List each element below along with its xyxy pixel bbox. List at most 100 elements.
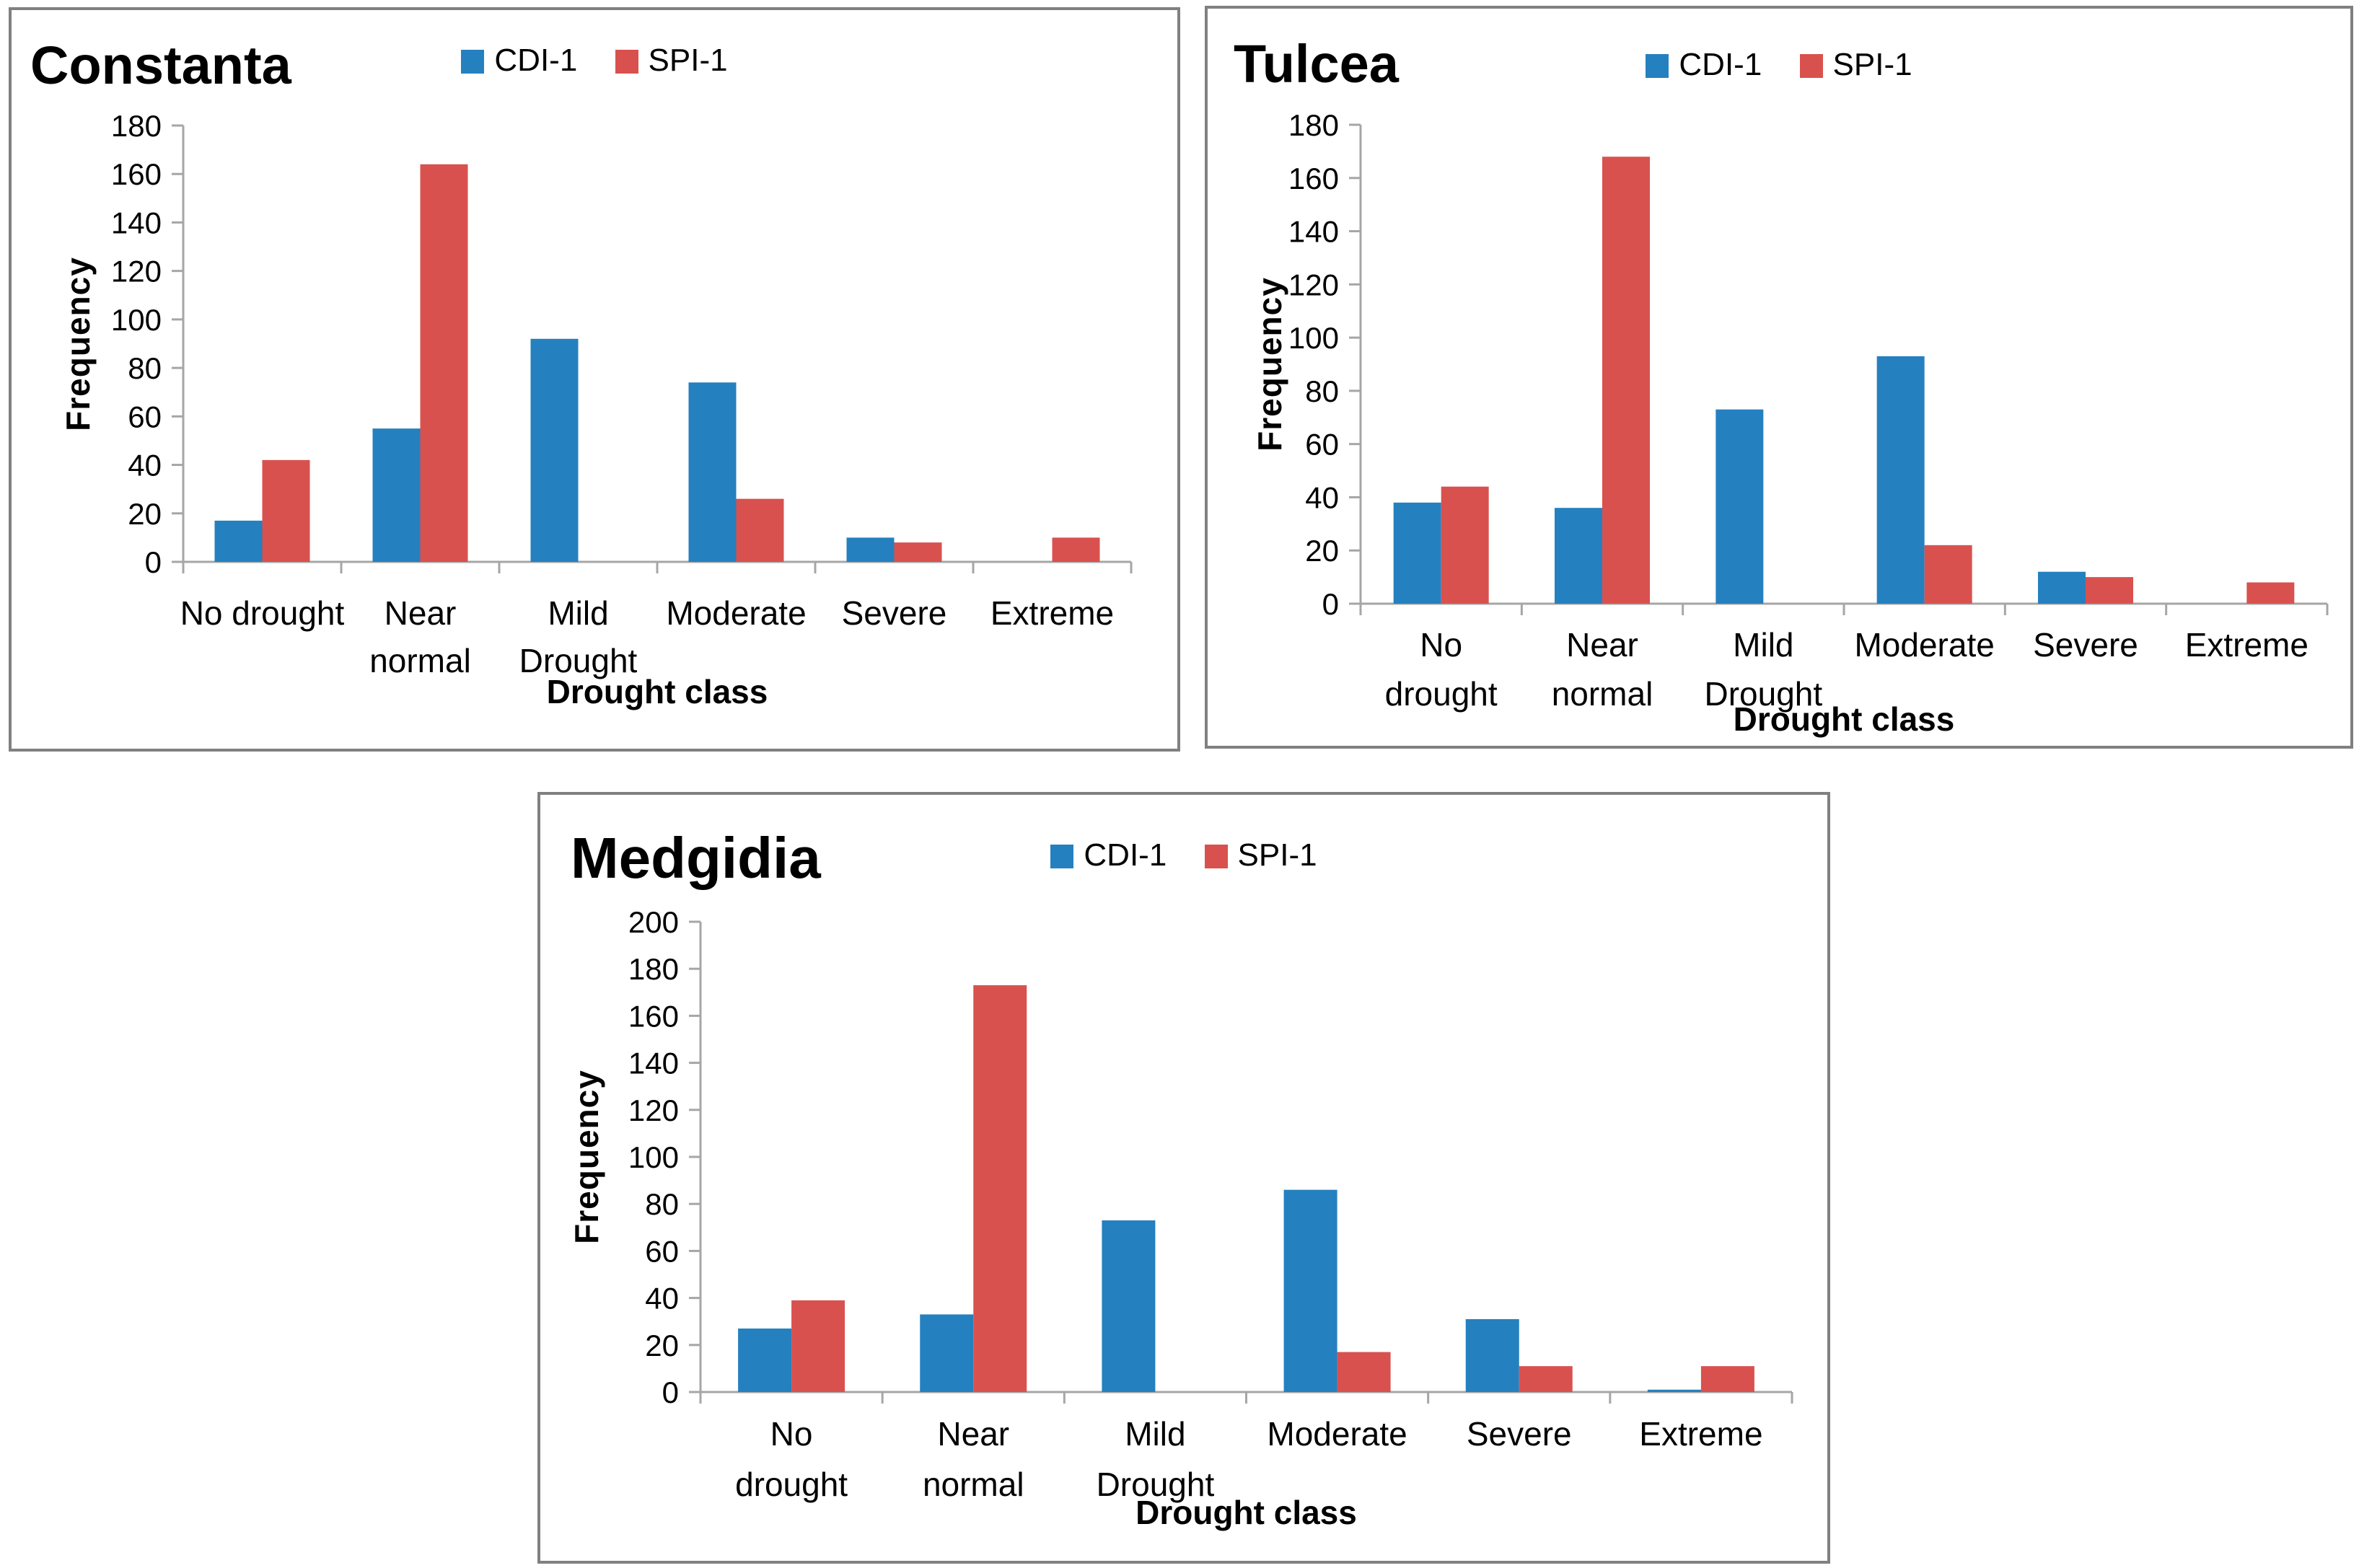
chart-title: Tulcea: [1234, 34, 1399, 94]
y-tick-label: 40: [645, 1282, 679, 1316]
y-tick-label: 160: [628, 999, 679, 1033]
y-tick-label: 20: [128, 497, 162, 531]
legend-swatch-cdi-1: [1050, 845, 1074, 868]
x-axis-title: Drought class: [546, 673, 768, 710]
chart-panel-medgidia: Medgidia CDI-1 SPI-1 Frequency 0 20 40 60 80…: [537, 792, 1830, 1564]
y-tick-label: 120: [628, 1093, 679, 1127]
y-tick-label: 40: [128, 449, 162, 483]
bar-cdi-1-near-normal: [372, 428, 421, 562]
x-category-label: Moderate: [1267, 1415, 1407, 1453]
legend-entry-cdi-1: CDI-1: [1050, 840, 1167, 871]
bar-cdi-1-near-normal: [920, 1314, 974, 1392]
bar-cdi-1-no-drought: [738, 1328, 792, 1392]
y-tick-label: 0: [145, 545, 162, 579]
bar-spi-1-no-drought: [262, 459, 310, 562]
legend-entry-cdi-1: CDI-1: [1646, 49, 1762, 81]
legend-entry-cdi-1: CDI-1: [461, 45, 577, 76]
chart-title: Medgidia: [571, 826, 821, 890]
y-tick-label: 140: [628, 1047, 679, 1080]
x-category-label: Severe: [2033, 626, 2138, 664]
y-tick-label: 120: [111, 255, 162, 289]
bar-spi-1-severe: [894, 542, 942, 562]
bar-cdi-1-no-drought: [214, 520, 263, 562]
y-tick-label: 180: [1288, 108, 1339, 142]
bar-cdi-1-mild-drought: [530, 338, 579, 562]
bar-spi-1-extreme: [1700, 1366, 1754, 1392]
y-tick-label: 80: [1305, 374, 1339, 408]
y-tick-label: 20: [1305, 534, 1339, 568]
chart-panel-constanta: Constanta CDI-1 SPI-1 Frequency 0 20 40 60 8…: [9, 7, 1180, 752]
y-tick-label: 160: [111, 157, 162, 191]
legend-label-cdi-1: CDI-1: [1679, 47, 1762, 82]
bar-cdi-1-moderate: [688, 382, 737, 562]
legend-swatch-spi-1: [615, 50, 638, 74]
y-tick-label: 60: [128, 400, 162, 433]
chart-title: Constanta: [30, 35, 291, 95]
legend: CDI-1 SPI-1: [1208, 49, 2350, 81]
x-category-label: Mild Drought: [1705, 626, 1823, 713]
bar-spi-1-near-normal: [420, 164, 468, 562]
x-axis-title: Drought class: [1135, 1494, 1357, 1531]
y-tick-label: 80: [645, 1187, 679, 1221]
y-tick-label: 100: [628, 1140, 679, 1174]
plot-area: 0 20 40 60 80 100 120 140 160 180 No drought Near no…: [111, 109, 1133, 679]
y-tick-label: 60: [1305, 428, 1339, 462]
y-tick-label: 180: [111, 109, 162, 143]
bar-spi-1-moderate: [1924, 545, 1972, 604]
bar-cdi-1-moderate: [1283, 1189, 1337, 1392]
x-category-label: Mild Drought: [519, 594, 638, 679]
bar-spi-1-moderate: [1337, 1352, 1391, 1392]
x-category-label: No drought: [735, 1415, 848, 1503]
y-tick-label: 80: [128, 351, 162, 385]
y-tick-label: 200: [628, 905, 679, 939]
y-tick-label: 140: [1288, 215, 1339, 249]
bar-spi-1-no-drought: [791, 1300, 845, 1392]
x-category-label: Mild Drought: [1097, 1415, 1215, 1503]
y-tick-label: 100: [111, 303, 162, 337]
x-category-label: Moderate: [666, 594, 806, 632]
bar-cdi-1-severe: [1465, 1318, 1519, 1392]
legend-entry-spi-1: SPI-1: [615, 45, 728, 76]
x-category-label: Severe: [1467, 1415, 1572, 1453]
x-category-label: Near normal: [369, 594, 471, 679]
legend-entry-spi-1: SPI-1: [1799, 47, 1912, 82]
legend-swatch-spi-1: [1204, 845, 1228, 868]
x-axis-title: Drought class: [1733, 700, 1955, 738]
bar-cdi-1-mild-drought: [1716, 409, 1764, 604]
x-category-label: No drought: [1385, 626, 1498, 713]
y-tick-label: 60: [645, 1234, 679, 1268]
y-tick-label: 140: [111, 206, 162, 239]
x-category-label: Severe: [842, 594, 947, 632]
bar-spi-1-no-drought: [1441, 486, 1489, 604]
y-tick-label: 0: [1322, 587, 1339, 621]
bar-cdi-1-extreme: [1647, 1389, 1701, 1392]
legend: CDI-1 SPI-1: [540, 840, 1827, 871]
bar-cdi-1-severe: [2038, 571, 2086, 604]
bar-cdi-1-mild-drought: [1102, 1220, 1156, 1392]
y-tick-label: 20: [645, 1329, 679, 1362]
y-tick-label: 0: [662, 1375, 679, 1409]
legend-swatch-cdi-1: [1646, 54, 1669, 78]
y-tick-label: 160: [1288, 162, 1339, 195]
bar-cdi-1-no-drought: [1393, 502, 1441, 604]
bar-spi-1-near-normal: [973, 985, 1027, 1392]
chart-panel-tulcea: Tulcea CDI-1 SPI-1 Frequency 0 20 40 60 80 10…: [1205, 6, 2353, 749]
y-tick-label: 120: [1288, 268, 1339, 301]
bar-spi-1-near-normal: [1602, 157, 1650, 604]
x-category-label: Moderate: [1854, 626, 1994, 664]
bar-spi-1-extreme: [1052, 537, 1100, 562]
bar-spi-1-moderate: [736, 498, 784, 562]
x-category-label: Near normal: [923, 1415, 1024, 1503]
legend-label-spi-1: SPI-1: [648, 43, 728, 78]
y-tick-label: 100: [1288, 321, 1339, 355]
legend-swatch-spi-1: [1799, 54, 1823, 78]
legend-label-spi-1: SPI-1: [1832, 47, 1912, 82]
bar-cdi-1-severe: [846, 537, 895, 562]
legend-label-cdi-1: CDI-1: [1084, 837, 1167, 873]
y-tick-label: 40: [1305, 480, 1339, 514]
bar-spi-1-extreme: [2246, 582, 2295, 604]
x-category-label: Extreme: [1639, 1415, 1762, 1453]
bar-spi-1-severe: [1519, 1366, 1573, 1392]
bar-cdi-1-moderate: [1876, 356, 1925, 604]
